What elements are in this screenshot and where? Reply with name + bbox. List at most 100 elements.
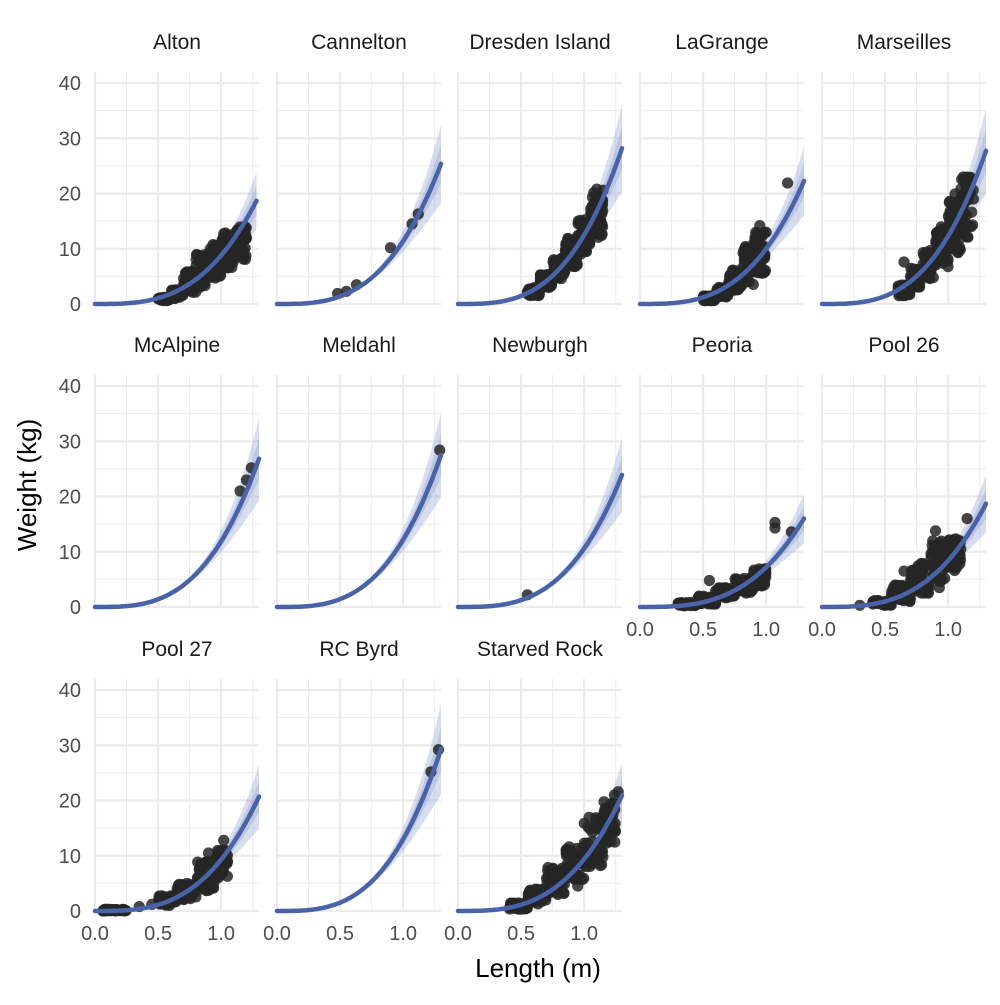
x-tick-label: 0.0 <box>626 619 654 641</box>
data-point <box>218 834 230 846</box>
data-point <box>601 837 613 849</box>
data-point <box>938 255 951 267</box>
data-point <box>591 822 603 834</box>
data-point <box>192 856 204 868</box>
x-tick-label: 0.5 <box>507 923 535 945</box>
x-tick-label: 0.5 <box>689 619 717 641</box>
data-point <box>204 243 216 255</box>
y-tick-label: 20 <box>59 791 81 813</box>
panels-layer: Alton 0 10 20 30 40 Cannelton Dresden Island LaG… <box>59 31 989 945</box>
data-point <box>384 242 397 254</box>
panel-peoria: Peoria 0.0 0.5 1.0 <box>626 334 807 641</box>
data-point <box>966 206 978 218</box>
data-point <box>221 230 234 242</box>
fit-line <box>274 452 444 610</box>
y-tick-label: 30 <box>59 128 81 150</box>
y-tick-label: 20 <box>59 184 81 206</box>
panel-title: Alton <box>153 31 201 54</box>
data-point <box>760 226 772 238</box>
y-tick-label: 40 <box>59 376 81 398</box>
y-tick-label: 40 <box>59 680 81 702</box>
data-point <box>585 203 597 215</box>
data-point <box>957 171 969 183</box>
panel-dresden-island: Dresden Island <box>455 31 625 307</box>
fit-line <box>819 148 989 307</box>
data-point <box>962 219 974 231</box>
data-point <box>240 232 252 244</box>
data-point <box>563 858 576 871</box>
x-tick-label: 0.5 <box>326 923 354 945</box>
panel-title: Pool 27 <box>141 638 212 661</box>
y-tick-label: 10 <box>59 542 81 564</box>
panel-title: Meldahl <box>322 334 396 357</box>
data-point <box>945 536 957 548</box>
panel-title: McAlpine <box>134 334 220 357</box>
panel-title: Starved Rock <box>477 638 604 661</box>
x-tick-label: 1.0 <box>389 923 417 945</box>
data-point <box>898 565 910 577</box>
panel-newburgh: Newburgh <box>455 334 625 610</box>
data-point <box>609 825 621 838</box>
data-point <box>609 836 621 848</box>
data-point <box>917 247 929 259</box>
data-point <box>549 254 562 266</box>
data-point <box>739 245 751 257</box>
x-tick-label: 0.0 <box>444 923 472 945</box>
fit-line <box>455 793 625 914</box>
panel-title: Peoria <box>692 334 753 357</box>
panel-title: LaGrange <box>675 31 768 54</box>
data-point <box>703 574 716 587</box>
data-point <box>608 789 621 801</box>
data-point <box>206 271 218 283</box>
y-tick-label: 30 <box>59 431 81 453</box>
x-tick-label: 0.5 <box>144 923 172 945</box>
x-tick-label: 1.0 <box>570 923 598 945</box>
data-point <box>234 248 246 260</box>
x-tick-label: 0.0 <box>263 923 291 945</box>
fit-line <box>455 472 625 610</box>
data-point <box>933 582 945 594</box>
panel-mcalpine: McAlpine 0 10 20 30 40 <box>59 334 262 619</box>
y-tick-label: 0 <box>70 294 81 316</box>
panel-alton: Alton 0 10 20 30 40 <box>59 31 259 316</box>
data-point <box>547 870 559 883</box>
data-point <box>595 218 607 230</box>
y-tick-label: 0 <box>70 901 81 923</box>
data-point <box>952 247 964 259</box>
x-tick-label: 1.0 <box>207 923 235 945</box>
data-point <box>552 888 564 901</box>
data-point <box>934 537 946 549</box>
y-tick-label: 10 <box>59 846 81 868</box>
data-point <box>524 884 536 896</box>
data-point <box>719 582 731 594</box>
panel-title: Newburgh <box>492 334 588 357</box>
panel-title: Cannelton <box>311 31 407 54</box>
data-point <box>782 177 794 189</box>
data-point <box>202 847 215 859</box>
fit-line <box>274 161 444 307</box>
data-point <box>901 287 913 299</box>
data-point <box>603 801 616 813</box>
data-point <box>572 880 584 892</box>
panel-cannelton: Cannelton <box>274 31 444 307</box>
fit-line <box>637 178 807 307</box>
data-point <box>579 840 591 852</box>
panel-title: Marseilles <box>857 31 952 54</box>
panel-title: RC Byrd <box>319 638 398 661</box>
fit-line <box>637 516 807 610</box>
data-point <box>915 557 927 570</box>
panel-lagrange: LaGrange <box>637 31 807 307</box>
data-point <box>752 267 764 279</box>
x-tick-label: 0.5 <box>871 619 899 641</box>
fit-line <box>274 746 444 914</box>
x-tick-label: 0.0 <box>808 619 836 641</box>
x-tick-label: 1.0 <box>752 619 780 641</box>
panel-title: Dresden Island <box>469 31 610 54</box>
y-tick-label: 20 <box>59 487 81 509</box>
panel-rc-byrd: RC Byrd 0.0 0.5 1.0 <box>263 638 445 945</box>
y-tick-label: 40 <box>59 73 81 95</box>
y-tick-label: 10 <box>59 239 81 261</box>
data-point <box>434 444 446 456</box>
